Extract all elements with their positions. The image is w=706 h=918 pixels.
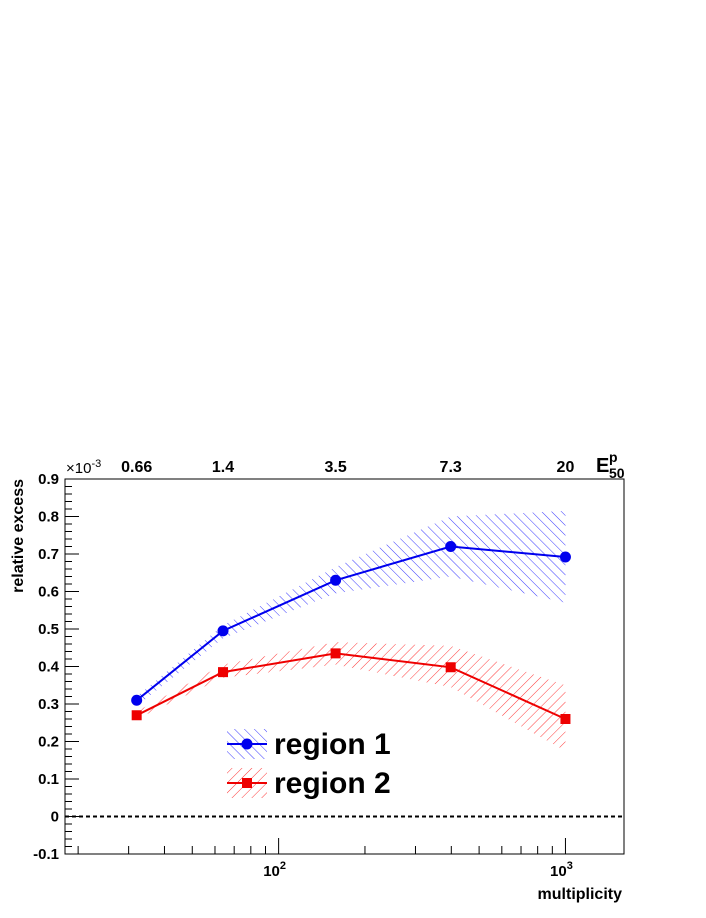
data-point-series-2 <box>131 710 142 721</box>
data-point-series-1 <box>217 625 229 637</box>
top-axis-label: 3.5 <box>324 459 346 476</box>
legend-marker-2 <box>242 778 252 788</box>
top-axis-title-sup: p <box>609 449 618 465</box>
y-tick-label: 0.9 <box>38 471 59 488</box>
x-tick-label: 103 <box>550 860 573 880</box>
y-multiplier-exp: -3 <box>91 458 101 470</box>
y-tick-label: 0.1 <box>38 771 59 788</box>
y-tick-label: 0.4 <box>38 659 60 676</box>
x-tick-label-base: 10 <box>263 863 280 880</box>
data-point-series-1 <box>445 541 457 552</box>
x-axis-label: multiplicity <box>538 886 623 903</box>
y-tick-label: 0.8 <box>38 509 59 526</box>
x-tick-label-exp: 2 <box>280 860 286 872</box>
x-tick-label-exp: 3 <box>567 860 573 872</box>
legend-label-series-2: region 2 <box>274 767 391 800</box>
y-multiplier-base: ×10 <box>66 460 91 477</box>
data-point-series-2 <box>445 662 456 673</box>
y-tick-label: 0.2 <box>38 734 59 751</box>
data-point-series-2 <box>218 667 229 678</box>
data-point-series-1 <box>131 694 143 706</box>
data-point-series-1 <box>559 551 571 563</box>
error-band-series-1 <box>136 510 566 706</box>
y-multiplier: ×10-3 <box>66 458 101 477</box>
x-tick-label: 102 <box>263 860 286 880</box>
y-tick-label: 0.3 <box>38 696 59 713</box>
data-point-series-1 <box>330 574 342 586</box>
y-tick-label: 0.7 <box>38 546 59 563</box>
y-axis-label: relative excess <box>10 479 27 593</box>
x-tick-label-base: 10 <box>550 863 567 880</box>
data-point-series-2 <box>330 648 341 659</box>
legend-label-series-1: region 1 <box>274 728 391 761</box>
y-tick-label: 0.6 <box>38 584 59 601</box>
top-axis-title: Ep 50 <box>596 449 625 481</box>
top-axis-title-sub: 50 <box>609 465 625 481</box>
y-tick-label: 0.5 <box>38 621 59 638</box>
top-axis-label: 0.66 <box>121 459 152 476</box>
y-tick-label: -0.1 <box>33 846 59 863</box>
data-point-series-2 <box>560 714 571 724</box>
top-axis-label: 1.4 <box>212 459 234 476</box>
y-tick-label: 0 <box>51 809 59 826</box>
top-axis-label: 7.3 <box>440 459 462 476</box>
top-axis-title-base: E <box>596 455 609 477</box>
top-axis-label: 20 <box>557 459 575 476</box>
legend-marker-1 <box>241 738 253 750</box>
